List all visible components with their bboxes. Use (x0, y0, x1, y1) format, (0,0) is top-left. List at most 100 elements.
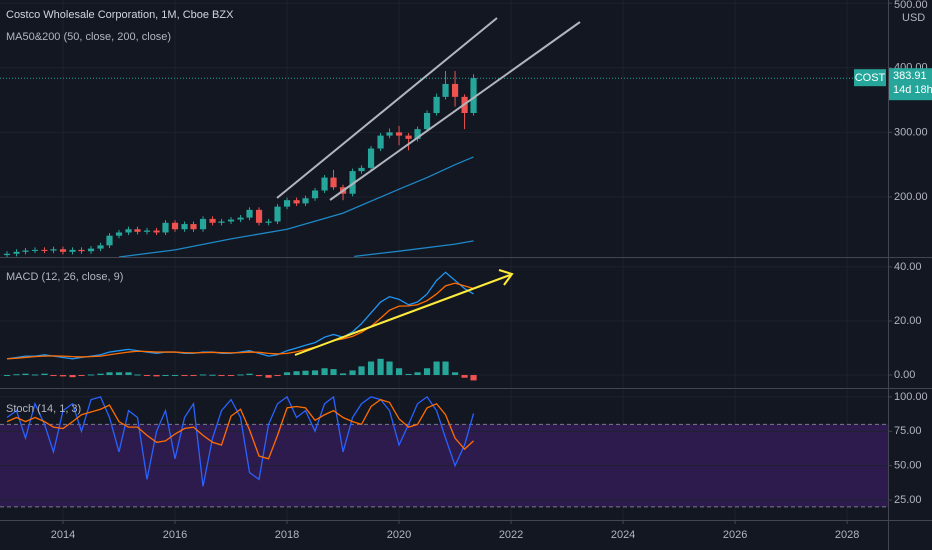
histogram-bar (218, 375, 225, 377)
histogram-bar (349, 370, 356, 376)
last-price-box (888, 68, 932, 101)
y-tick-label: 100.00 (894, 391, 928, 403)
histogram-bar (395, 368, 403, 376)
trend-arrowhead (498, 269, 514, 286)
candle-body (255, 209, 263, 223)
candle-body (405, 135, 412, 139)
chart-subtitle: MA50&200 (50, close, 200, close) (6, 31, 171, 43)
candle-body (414, 129, 421, 139)
series-line (6, 398, 474, 460)
histogram-bar (227, 375, 235, 377)
histogram-bar (13, 374, 20, 376)
pane (0, 258, 888, 388)
histogram-bar (190, 375, 197, 377)
histogram-bar (143, 375, 151, 377)
chart-title: Costco Wholesale Corporation, 1M, Cboe B… (6, 9, 234, 21)
histogram-bar (414, 372, 421, 376)
candle-body (395, 132, 403, 136)
y-tick-label: 0.00 (894, 369, 915, 381)
candle-body (227, 219, 235, 222)
histogram-bar (358, 366, 365, 376)
histogram-bar (237, 374, 244, 376)
candle-body (87, 248, 95, 252)
y-tick-label: 500.00 (894, 0, 928, 11)
histogram-bar (255, 375, 263, 377)
pane-title: MACD (12, 26, close, 9) (6, 271, 123, 283)
candle-body (41, 249, 48, 251)
histogram-bar (311, 370, 319, 376)
candle-body (423, 113, 431, 130)
candle-body (283, 200, 291, 207)
histogram-bar (423, 368, 431, 376)
y-tick-label: 25.00 (894, 494, 922, 506)
histogram-bar (31, 374, 39, 376)
histogram-bar (153, 375, 160, 377)
candle-body (134, 229, 141, 232)
histogram-bar (321, 368, 328, 376)
histogram-bar (302, 370, 309, 376)
histogram-bar (246, 373, 253, 376)
series-line (354, 240, 474, 257)
histogram-bar (442, 361, 449, 376)
histogram-bar (50, 375, 57, 377)
histogram-bar (59, 375, 67, 377)
candle-body (199, 218, 207, 230)
candle-body (246, 209, 253, 218)
x-tick-label: 2022 (499, 529, 523, 541)
candle-body (171, 222, 179, 230)
pane-title: Stoch (14, 1, 3) (6, 403, 81, 415)
y-tick-label: 200.00 (894, 191, 928, 203)
y-tick-label: 75.00 (894, 425, 922, 437)
candle-body (367, 148, 375, 168)
histogram-bar (377, 358, 384, 376)
candle-body (50, 249, 57, 251)
histogram-bar (97, 373, 104, 376)
candle-body (3, 253, 11, 256)
pane (0, 0, 888, 257)
histogram-bar (69, 375, 76, 378)
histogram-bar (461, 375, 468, 378)
histogram-bar (181, 375, 188, 377)
candle-body (386, 132, 393, 136)
candle-body (358, 167, 365, 172)
last-price-value: 383.91 (893, 70, 927, 82)
histogram-bar (405, 373, 412, 376)
x-tick-label: 2028 (835, 529, 859, 541)
pane (0, 390, 888, 520)
histogram-bar (171, 375, 179, 377)
candle-body (97, 245, 104, 249)
candle-body (321, 177, 328, 191)
candle-body (162, 222, 169, 233)
candle-body (190, 224, 197, 230)
candle-body (433, 96, 440, 114)
candle-body (377, 135, 384, 149)
histogram-bar (78, 375, 85, 377)
histogram-bar (134, 374, 141, 376)
y-tick-label: 300.00 (894, 126, 928, 138)
x-tick-label: 2014 (51, 529, 75, 541)
y-tick-label: 50.00 (894, 460, 922, 472)
candle-body (31, 249, 39, 251)
candle-body (265, 221, 272, 223)
candle-body (349, 171, 356, 194)
channel-line (276, 17, 498, 199)
histogram-bar (367, 361, 375, 376)
symbol-box (854, 69, 886, 87)
histogram-bar (470, 375, 477, 381)
candle-body (330, 177, 337, 188)
candle-body (13, 251, 20, 254)
x-tick-label: 2018 (275, 529, 299, 541)
series-line (6, 395, 475, 487)
x-tick-label: 2026 (723, 529, 747, 541)
trend-arrow (294, 274, 511, 356)
candle-body (143, 230, 151, 232)
histogram-bar (265, 375, 272, 378)
candle-body (125, 229, 132, 233)
candle-body (302, 198, 309, 204)
histogram-bar (209, 374, 216, 376)
histogram-bar (451, 372, 459, 376)
histogram-bar (87, 374, 95, 376)
histogram-bar (162, 375, 169, 377)
symbol-label: COST (855, 72, 886, 84)
histogram-bar (106, 372, 113, 376)
